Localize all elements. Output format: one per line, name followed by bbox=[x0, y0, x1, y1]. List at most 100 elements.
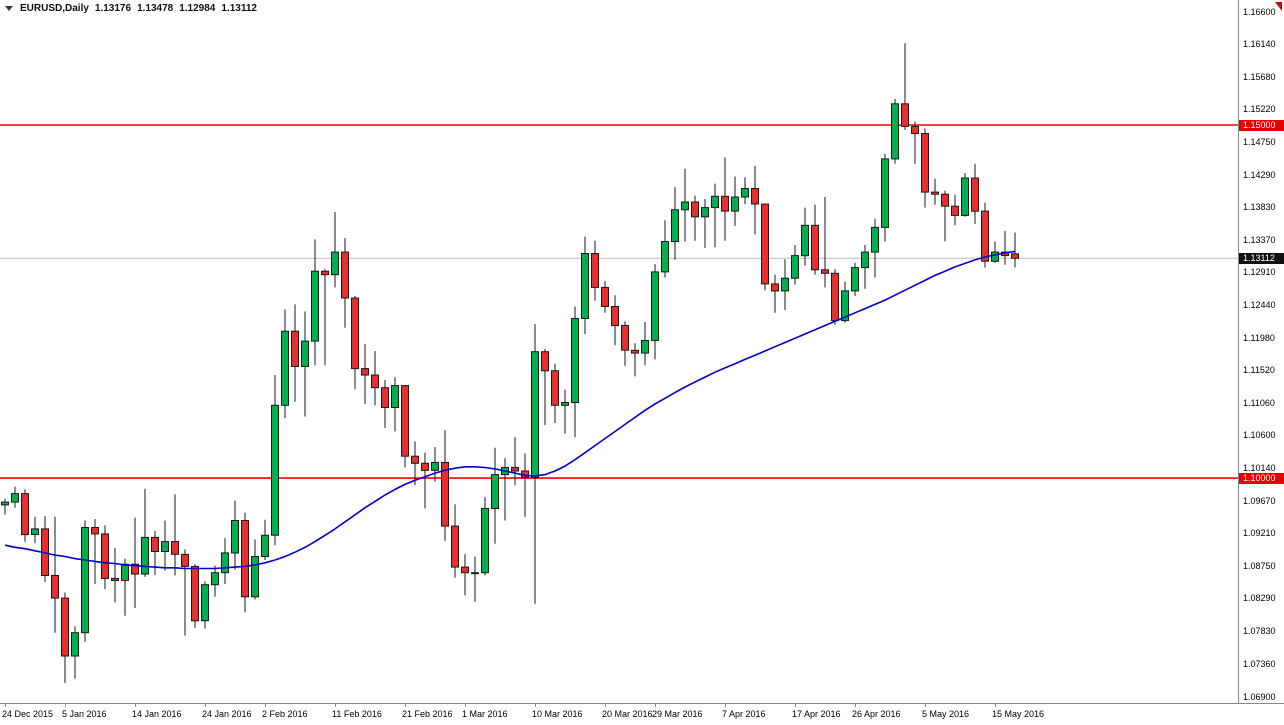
candle-body bbox=[981, 210, 989, 262]
candle-body bbox=[961, 177, 969, 216]
candle-body bbox=[181, 553, 189, 567]
candle-body bbox=[991, 251, 999, 262]
time-axis-tick bbox=[535, 704, 536, 707]
price-axis-label: 1.12440 bbox=[1243, 300, 1276, 311]
chart-canvas bbox=[0, 43, 1238, 683]
price-axis-label: 1.06900 bbox=[1243, 691, 1276, 702]
candle-body bbox=[851, 267, 859, 292]
price-axis-label: 1.08290 bbox=[1243, 593, 1276, 604]
candle-body bbox=[921, 133, 929, 193]
time-axis-label: 15 May 2016 bbox=[992, 709, 1045, 719]
candle-body bbox=[351, 297, 359, 370]
price-axis-label: 1.07360 bbox=[1243, 659, 1276, 669]
time-axis-tick bbox=[5, 704, 6, 707]
time-axis-tick bbox=[135, 704, 136, 707]
time-axis[interactable]: 24 Dec 2015 5 Jan 2016 14 Jan 2016 24 Jan 2… bbox=[0, 703, 1284, 725]
candle-body bbox=[751, 188, 759, 205]
candle-body bbox=[481, 507, 489, 574]
candle-body bbox=[681, 201, 689, 211]
axis-corner-marker-icon bbox=[1275, 2, 1282, 11]
candle-body bbox=[691, 201, 699, 218]
candle-body bbox=[841, 290, 849, 322]
candle-body bbox=[191, 565, 199, 622]
quote-low: 1.12984 bbox=[179, 3, 216, 14]
candle-body bbox=[631, 349, 639, 354]
price-axis-label: 1.14750 bbox=[1243, 137, 1276, 148]
time-axis-label: 10 Mar 2016 bbox=[532, 709, 583, 719]
candle-body bbox=[511, 467, 519, 472]
candle-body bbox=[711, 195, 719, 209]
candle-body bbox=[131, 563, 139, 575]
price-axis[interactable]: 1.16600 1.16140 1.15680 1.15220 1.14750 1.142… bbox=[1239, 0, 1284, 703]
candle-body bbox=[321, 270, 329, 276]
time-axis-tick bbox=[795, 704, 796, 707]
time-axis-label: 7 Apr 2016 bbox=[722, 709, 766, 719]
candle-body bbox=[671, 209, 679, 242]
candle-body bbox=[301, 340, 309, 368]
candle-body bbox=[161, 541, 169, 552]
price-axis-label: 1.15680 bbox=[1243, 71, 1276, 82]
candle-body bbox=[741, 188, 749, 198]
price-axis-label: 1.08750 bbox=[1243, 560, 1276, 571]
time-axis-label: 24 Dec 2015 bbox=[2, 709, 54, 719]
price-axis-label: 1.11520 bbox=[1243, 365, 1275, 376]
price-axis-label: 1.07830 bbox=[1243, 625, 1276, 636]
price-axis-label: 1.16140 bbox=[1243, 39, 1276, 49]
candle-body bbox=[81, 527, 89, 634]
time-axis-label: 11 Feb 2016 bbox=[332, 709, 382, 719]
price-axis-label: 1.10600 bbox=[1243, 430, 1276, 441]
time-axis-label: 26 Apr 2016 bbox=[852, 709, 901, 719]
time-axis-tick bbox=[465, 704, 466, 707]
candle-body bbox=[341, 251, 349, 299]
candle-body bbox=[11, 493, 19, 503]
price-axis-label: 1.13370 bbox=[1243, 234, 1276, 245]
candle-body bbox=[371, 374, 379, 389]
time-axis-tick bbox=[405, 704, 406, 707]
candle-body bbox=[471, 572, 479, 575]
price-axis-label: 1.16600 bbox=[1243, 6, 1276, 17]
candle-body bbox=[541, 351, 549, 372]
candle-body bbox=[661, 241, 669, 273]
time-axis-label: 14 Jan 2016 bbox=[132, 709, 182, 719]
candle-body bbox=[491, 474, 499, 510]
time-axis-tick bbox=[855, 704, 856, 707]
price-axis-label: 1.11060 bbox=[1243, 397, 1275, 408]
candle-body bbox=[401, 385, 409, 457]
symbol-marker-icon bbox=[5, 6, 13, 11]
chart-plot-area[interactable]: EURUSD,Daily 1.13176 1.13478 1.12984 1.1… bbox=[0, 0, 1239, 703]
time-axis-label: 2 Feb 2016 bbox=[262, 709, 308, 719]
quote-open: 1.13176 bbox=[94, 3, 132, 14]
price-axis-label: 1.12910 bbox=[1243, 267, 1276, 278]
time-axis-label: 21 Feb 2016 bbox=[402, 709, 453, 719]
time-axis-tick bbox=[655, 704, 656, 707]
candle-body bbox=[551, 370, 559, 406]
candle-body bbox=[411, 455, 419, 464]
candle-body bbox=[771, 283, 779, 292]
candle-body bbox=[441, 462, 449, 527]
candle-body bbox=[361, 368, 369, 376]
candle-body bbox=[61, 597, 69, 657]
candle-body bbox=[951, 205, 959, 216]
candle-body bbox=[611, 306, 619, 327]
price-axis-label: 1.10140 bbox=[1243, 462, 1276, 473]
candle-body bbox=[291, 330, 299, 368]
time-axis-tick bbox=[605, 704, 606, 707]
candle-body bbox=[211, 572, 219, 586]
moving-average-line bbox=[4, 250, 1016, 570]
candle-body bbox=[581, 253, 589, 319]
candle-body bbox=[861, 251, 869, 269]
candle-body bbox=[811, 224, 819, 271]
time-axis-tick bbox=[725, 704, 726, 707]
time-axis-tick bbox=[335, 704, 336, 707]
candle-body bbox=[531, 351, 539, 478]
price-axis-label: 1.09210 bbox=[1243, 528, 1276, 539]
time-axis-label: 5 Jan 2016 bbox=[62, 709, 107, 719]
candle-body bbox=[731, 196, 739, 212]
candle-body bbox=[221, 552, 229, 574]
candle-body bbox=[561, 402, 569, 406]
candle-body bbox=[621, 325, 629, 351]
candle-body bbox=[881, 158, 889, 228]
candle-body bbox=[721, 195, 729, 212]
candle-body bbox=[971, 177, 979, 212]
